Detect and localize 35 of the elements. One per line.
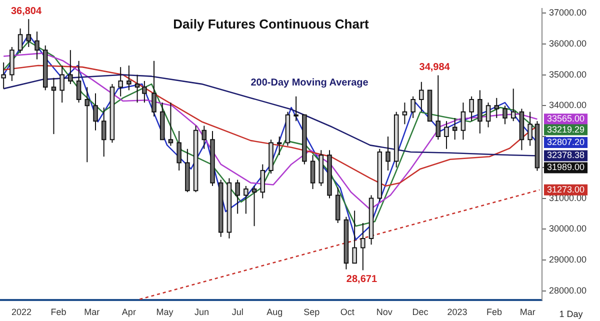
x-tick-label: Dec bbox=[412, 307, 429, 318]
annotation: 32378.38 bbox=[547, 150, 585, 160]
annotation: 32807.20 bbox=[547, 136, 585, 147]
x-tick-label: Mar bbox=[84, 307, 100, 318]
y-tick-label: 34000.00 bbox=[549, 100, 587, 110]
x-tick-label: Oct bbox=[340, 307, 355, 318]
x-tick-label: Jul bbox=[232, 307, 244, 318]
x-tick-label: Aug bbox=[266, 307, 283, 318]
x-tick-label: Feb bbox=[50, 307, 66, 318]
text: Daily Futures Continuous Chart bbox=[173, 16, 370, 32]
x-tick-label: May bbox=[156, 307, 174, 318]
annotation: 28,671 bbox=[346, 274, 378, 285]
x-tick-label: Jun bbox=[194, 307, 210, 318]
y-tick-label: 29000.00 bbox=[549, 254, 587, 265]
annotation: 31989.00 bbox=[547, 162, 585, 172]
x-tick-label: 2022 bbox=[11, 307, 32, 318]
annotation: 33565.00 bbox=[547, 114, 585, 124]
y-tick-label: 36000.00 bbox=[549, 38, 587, 48]
y-tick-label: 28000.00 bbox=[549, 285, 587, 296]
x-tick-label: Nov bbox=[376, 307, 393, 318]
y-tick-label: 35000.00 bbox=[549, 69, 587, 80]
y-tick-label: 37000.00 bbox=[549, 8, 587, 18]
y-tick-label: 30000.00 bbox=[549, 224, 587, 234]
series-label: 200-Day Moving Average bbox=[250, 78, 369, 89]
x-tick-label: Mar bbox=[520, 307, 536, 318]
annotation: 36,804 bbox=[10, 6, 42, 17]
text: 1 Day bbox=[559, 308, 584, 319]
annotation: 34,984 bbox=[419, 62, 450, 74]
x-tick-label: Sep bbox=[304, 307, 320, 318]
annotation: 31273.00 bbox=[547, 184, 585, 194]
x-tick-label: Apr bbox=[122, 307, 136, 318]
y-tick-label: 31000.00 bbox=[549, 192, 587, 203]
x-tick-label: 2023 bbox=[447, 307, 468, 318]
annotation: 33219.29 bbox=[547, 124, 585, 134]
x-tick-label: Feb bbox=[486, 307, 502, 318]
